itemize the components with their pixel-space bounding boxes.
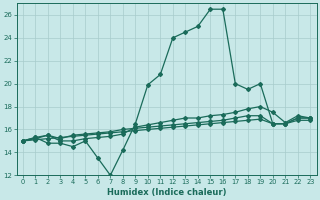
X-axis label: Humidex (Indice chaleur): Humidex (Indice chaleur) [107,188,226,197]
